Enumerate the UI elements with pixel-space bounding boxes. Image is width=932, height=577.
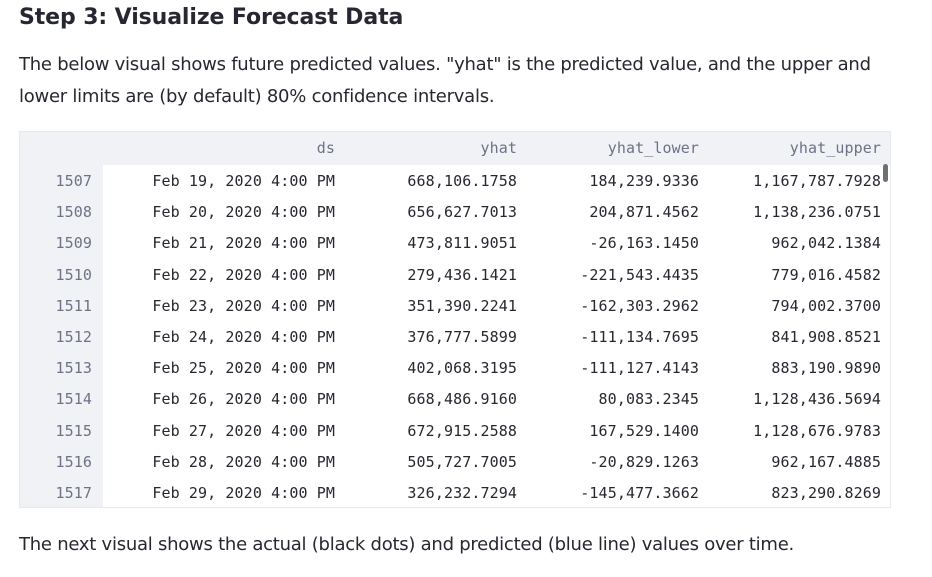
- cell-ds[interactable]: Feb 22, 2020 4:00 PM: [152, 265, 335, 284]
- cell-yhat-lower[interactable]: -20,829.1263: [589, 452, 699, 471]
- row-index[interactable]: 1513: [55, 359, 92, 378]
- cell-ds[interactable]: Feb 27, 2020 4:00 PM: [152, 421, 335, 440]
- cell-yhat-upper[interactable]: 841,908.8521: [771, 328, 881, 346]
- column-header-yhat[interactable]: yhat: [480, 139, 517, 157]
- row-index[interactable]: 1509: [55, 234, 92, 253]
- table-scrollbar[interactable]: [883, 164, 888, 182]
- cell-yhat-upper[interactable]: 1,167,787.7928: [753, 172, 881, 190]
- cell-ds[interactable]: Feb 28, 2020 4:00 PM: [152, 452, 335, 471]
- cell-yhat[interactable]: 376,777.5899: [407, 328, 517, 346]
- cell-yhat-lower[interactable]: -111,134.7695: [580, 328, 699, 346]
- column-header-yhat-lower[interactable]: yhat_lower: [607, 139, 699, 157]
- next-visual-description: The next visual shows the actual (black …: [19, 534, 794, 555]
- cell-yhat[interactable]: 668,106.1758: [407, 172, 517, 190]
- cell-ds[interactable]: Feb 21, 2020 4:00 PM: [152, 234, 335, 253]
- index-column: [20, 132, 103, 507]
- cell-yhat-upper[interactable]: 779,016.4582: [771, 265, 881, 284]
- cell-ds[interactable]: Feb 19, 2020 4:00 PM: [152, 172, 335, 190]
- cell-yhat[interactable]: 279,436.1421: [407, 265, 517, 284]
- cell-yhat-upper[interactable]: 883,190.9890: [771, 359, 881, 378]
- cell-ds[interactable]: Feb 20, 2020 4:00 PM: [152, 203, 335, 222]
- cell-yhat-lower[interactable]: -145,477.3662: [580, 484, 699, 502]
- row-index[interactable]: 1507: [55, 172, 92, 190]
- section-heading: Step 3: Visualize Forecast Data: [19, 5, 404, 30]
- cell-ds[interactable]: Feb 24, 2020 4:00 PM: [152, 328, 335, 346]
- column-header-yhat-upper[interactable]: yhat_upper: [789, 139, 881, 157]
- cell-yhat[interactable]: 402,068.3195: [407, 359, 517, 378]
- row-index[interactable]: 1511: [55, 296, 92, 315]
- cell-yhat-lower[interactable]: -26,163.1450: [589, 234, 699, 253]
- row-index[interactable]: 1514: [55, 390, 92, 409]
- cell-yhat-upper[interactable]: 962,042.1384: [771, 234, 881, 253]
- row-index[interactable]: 1516: [55, 452, 92, 471]
- cell-yhat[interactable]: 326,232.7294: [407, 484, 517, 502]
- cell-ds[interactable]: Feb 23, 2020 4:00 PM: [152, 296, 335, 315]
- cell-yhat-upper[interactable]: 1,128,436.5694: [753, 390, 881, 409]
- cell-yhat[interactable]: 505,727.7005: [407, 452, 517, 471]
- cell-ds[interactable]: Feb 29, 2020 4:00 PM: [152, 484, 335, 502]
- column-header-ds[interactable]: ds: [316, 139, 335, 157]
- intro-paragraph: The below visual shows future predicted …: [19, 54, 871, 107]
- cell-yhat[interactable]: 473,811.9051: [407, 234, 517, 253]
- cell-yhat-lower[interactable]: -221,543.4435: [580, 265, 699, 284]
- cell-yhat-upper[interactable]: 1,138,236.0751: [753, 203, 881, 222]
- cell-yhat-upper[interactable]: 962,167.4885: [771, 452, 881, 471]
- cell-yhat[interactable]: 656,627.7013: [407, 203, 517, 222]
- cell-yhat-lower[interactable]: 184,239.9336: [589, 172, 699, 190]
- table-header-row: [20, 132, 890, 165]
- cell-yhat[interactable]: 351,390.2241: [407, 296, 517, 315]
- cell-yhat-lower[interactable]: 204,871.4562: [589, 203, 699, 222]
- cell-yhat-upper[interactable]: 794,002.3700: [771, 296, 881, 315]
- cell-yhat[interactable]: 672,915.2588: [407, 421, 517, 440]
- row-index[interactable]: 1510: [55, 265, 92, 284]
- cell-yhat-upper[interactable]: 1,128,676.9783: [753, 421, 881, 440]
- forecast-dataframe[interactable]: ds yhat yhat_lower yhat_upper 1507 Feb 19…: [19, 131, 891, 508]
- cell-yhat-upper[interactable]: 823,290.8269: [771, 484, 881, 502]
- cell-yhat[interactable]: 668,486.9160: [407, 390, 517, 409]
- row-index[interactable]: 1512: [55, 328, 92, 346]
- row-index[interactable]: 1515: [55, 421, 92, 440]
- row-index[interactable]: 1517: [55, 484, 92, 502]
- row-index[interactable]: 1508: [55, 203, 92, 222]
- cell-yhat-lower[interactable]: -162,303.2962: [580, 296, 699, 315]
- cell-yhat-lower[interactable]: 167,529.1400: [589, 421, 699, 440]
- cell-yhat-lower[interactable]: 80,083.2345: [598, 390, 699, 409]
- cell-ds[interactable]: Feb 26, 2020 4:00 PM: [152, 390, 335, 409]
- cell-yhat-lower[interactable]: -111,127.4143: [580, 359, 699, 378]
- cell-ds[interactable]: Feb 25, 2020 4:00 PM: [152, 359, 335, 378]
